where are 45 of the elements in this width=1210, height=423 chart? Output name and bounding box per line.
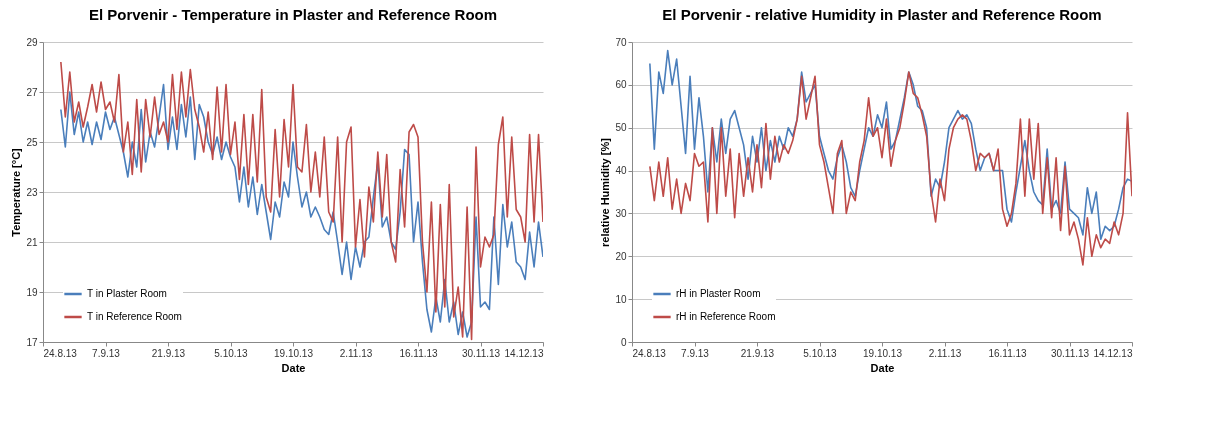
y-tick-label: 30 — [615, 207, 627, 219]
x-tick-label: 30.11.13 — [1050, 347, 1090, 359]
x-tick-label: 5.10.13 — [214, 347, 249, 359]
line-series — [649, 71, 1132, 266]
legend-label: rH in Reference Room — [676, 311, 776, 322]
y-tick-label: 25 — [26, 136, 38, 148]
x-tick-label: 2.11.13 — [339, 347, 373, 359]
legend-label: T in Reference Room — [87, 311, 182, 322]
y-tick-label: 27 — [26, 86, 38, 98]
x-tick-label: 2.11.13 — [928, 347, 962, 359]
x-tick-label: 14.12.13 — [504, 347, 544, 359]
y-tick-label: 50 — [615, 122, 627, 134]
x-tick-label: 19.10.13 — [863, 347, 903, 359]
y-axis-title: Temperature [°C] — [10, 147, 23, 237]
x-tick-label: 16.11.13 — [399, 347, 439, 359]
x-tick-label: 24.8.13 — [632, 347, 667, 359]
x-tick-label: 19.10.13 — [274, 347, 314, 359]
x-axis-title: Date — [870, 361, 895, 374]
x-tick-label: 24.8.13 — [43, 347, 78, 359]
x-tick-label: 21.9.13 — [151, 347, 186, 359]
line-series — [649, 49, 1132, 240]
y-tick-label: 19 — [26, 286, 38, 298]
y-tick-label: 40 — [615, 165, 627, 177]
y-tick-label: 60 — [615, 79, 627, 91]
y-tick-label: 10 — [615, 293, 627, 305]
x-tick-label: 7.9.13 — [92, 347, 121, 359]
y-axis-title: relative Humidity [%] — [599, 137, 612, 247]
x-tick-label: 7.9.13 — [681, 347, 710, 359]
x-tick-label: 30.11.13 — [461, 347, 501, 359]
x-tick-label: 21.9.13 — [740, 347, 775, 359]
legend-label: T in Plaster Room — [87, 288, 167, 299]
chart-title: El Porvenir - relative Humidity in Plaster and Reference Room — [662, 6, 1102, 23]
legend-label: rH in Plaster Room — [676, 288, 761, 299]
x-axis-title: Date — [281, 361, 306, 374]
y-tick-label: 70 — [615, 36, 627, 48]
y-tick-label: 21 — [26, 236, 38, 248]
y-tick-label: 0 — [620, 336, 627, 348]
x-tick-label: 16.11.13 — [988, 347, 1028, 359]
y-tick-label: 20 — [615, 250, 627, 262]
x-tick-label: 5.10.13 — [803, 347, 838, 359]
x-tick-label: 14.12.13 — [1093, 347, 1133, 359]
y-tick-label: 17 — [26, 336, 38, 348]
y-tick-label: 23 — [26, 186, 38, 198]
y-tick-label: 29 — [26, 36, 38, 48]
chart-title: El Porvenir - Temperature in Plaster and Reference Room — [88, 6, 498, 23]
